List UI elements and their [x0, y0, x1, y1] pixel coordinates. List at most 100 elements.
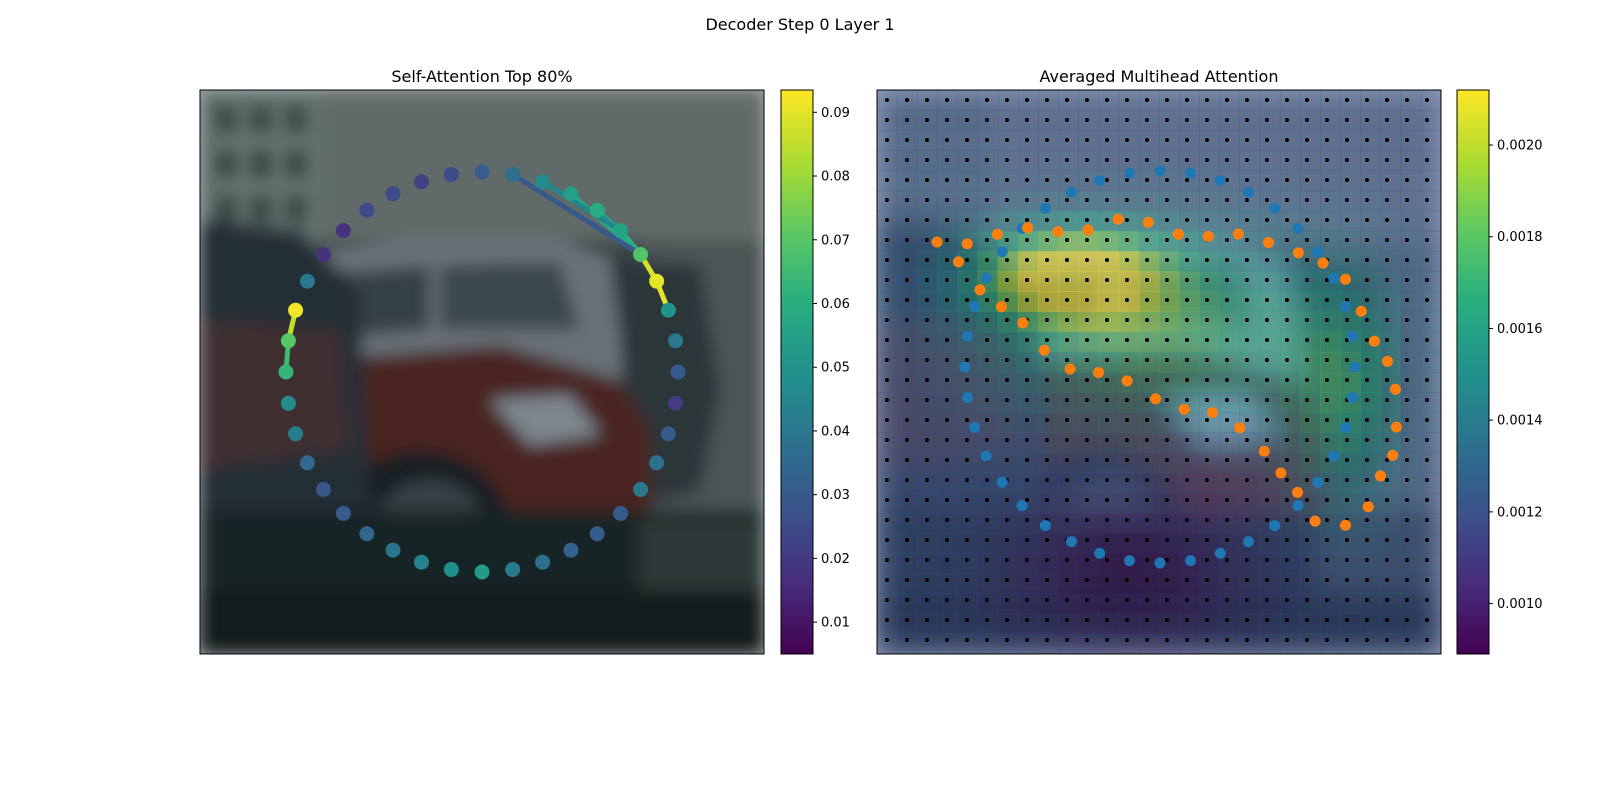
heatmap-cell	[1078, 231, 1100, 252]
heatmap-cell	[1279, 271, 1301, 292]
heatmap-cell	[1300, 130, 1321, 151]
grid-dot	[1065, 518, 1069, 522]
heatmap-cell	[1300, 372, 1321, 393]
grid-dot	[1025, 238, 1029, 242]
heatmap-cell	[1179, 311, 1200, 333]
grid-dot	[1425, 98, 1429, 102]
grid-dot	[1145, 118, 1149, 122]
grid-dot	[1205, 358, 1209, 362]
heatmap-cell	[1400, 452, 1422, 474]
series-blue-point	[996, 246, 1008, 258]
grid-dot	[1305, 338, 1309, 342]
grid-dot	[1125, 338, 1129, 342]
contour-point	[280, 333, 296, 349]
grid-dot	[985, 578, 989, 582]
heatmap-cell	[957, 593, 979, 615]
heatmap-cell	[1078, 392, 1100, 413]
heatmap-cell	[1219, 392, 1241, 413]
heatmap-cell	[1420, 130, 1441, 151]
heatmap-cell	[1219, 150, 1241, 172]
grid-dot	[985, 178, 989, 182]
grid-dot	[1365, 398, 1369, 402]
grid-dot	[1305, 278, 1309, 282]
grid-dot	[1425, 278, 1429, 282]
heatmap-cell	[1058, 291, 1079, 313]
grid-dot	[885, 418, 889, 422]
heatmap-cell	[1380, 553, 1402, 574]
heatmap-cell	[957, 432, 979, 454]
grid-dot	[1325, 218, 1329, 222]
heatmap-cell	[1400, 110, 1422, 131]
heatmap-cell	[1340, 432, 1361, 454]
heatmap-cell	[957, 452, 979, 474]
heatmap-cell	[1239, 150, 1261, 172]
heatmap-cell	[1300, 593, 1321, 615]
heatmap-cell	[977, 553, 999, 574]
heatmap-cell	[1360, 593, 1382, 615]
grid-dot	[1105, 638, 1109, 642]
grid-dot	[1225, 458, 1229, 462]
heatmap-cell	[1259, 210, 1281, 232]
grid-dot	[965, 138, 969, 142]
heatmap-cell	[1340, 251, 1361, 272]
heatmap-cell	[1259, 613, 1281, 635]
grid-dot	[1425, 638, 1429, 642]
heatmap-cell	[1078, 533, 1100, 554]
series-orange-point	[1178, 403, 1190, 415]
series-blue-point	[1016, 500, 1028, 512]
grid-dot	[1045, 418, 1049, 422]
grid-dot	[1305, 238, 1309, 242]
grid-dot	[1065, 378, 1069, 382]
grid-dot	[1305, 538, 1309, 542]
grid-dot	[1065, 318, 1069, 322]
heatmap-cell	[1118, 291, 1140, 313]
grid-dot	[905, 98, 909, 102]
heatmap-cell	[1138, 573, 1160, 595]
grid-dot	[1205, 498, 1209, 502]
heatmap-cell	[1159, 392, 1180, 413]
heatmap-cell	[1138, 553, 1160, 574]
heatmap-cell	[977, 593, 999, 615]
grid-dot	[1125, 278, 1129, 282]
heatmap-cell	[1138, 412, 1160, 433]
heatmap-cell	[1179, 331, 1200, 353]
grid-dot	[1385, 178, 1389, 182]
grid-dot	[1125, 578, 1129, 582]
grid-dot	[965, 118, 969, 122]
heatmap-cell	[1259, 392, 1281, 413]
series-orange-point	[995, 301, 1007, 313]
grid-dot	[1145, 298, 1149, 302]
series-blue-point	[959, 361, 971, 373]
grid-dot	[1165, 558, 1169, 562]
heatmap-cell	[1179, 150, 1200, 172]
grid-dot	[1385, 138, 1389, 142]
grid-dot	[1325, 538, 1329, 542]
heatmap-cell	[1300, 432, 1321, 454]
grid-dot	[885, 158, 889, 162]
grid-dot	[1105, 98, 1109, 102]
heatmap-cell	[1179, 472, 1200, 494]
heatmap-cell	[1360, 150, 1382, 172]
contour-point	[563, 186, 579, 202]
heatmap-cell	[1239, 251, 1261, 272]
grid-dot	[1165, 518, 1169, 522]
heatmap-cell	[1360, 432, 1382, 454]
heatmap-cell	[1058, 432, 1079, 454]
grid-dot	[1065, 218, 1069, 222]
heatmap-cell	[1420, 150, 1441, 172]
grid-dot	[1025, 498, 1029, 502]
heatmap-cell	[937, 372, 959, 393]
grid-dot	[1145, 278, 1149, 282]
grid-dot	[1045, 458, 1049, 462]
grid-dot	[885, 218, 889, 222]
heatmap-cell	[1159, 472, 1180, 494]
grid-dot	[1185, 118, 1189, 122]
grid-dot	[1045, 598, 1049, 602]
series-blue-point	[1312, 246, 1324, 258]
heatmap-cell	[1179, 251, 1200, 272]
grid-dot	[1145, 558, 1149, 562]
heatmap-cell	[1118, 432, 1140, 454]
heatmap-cell	[1400, 351, 1422, 373]
grid-dot	[1205, 138, 1209, 142]
heatmap-cell	[937, 331, 959, 353]
